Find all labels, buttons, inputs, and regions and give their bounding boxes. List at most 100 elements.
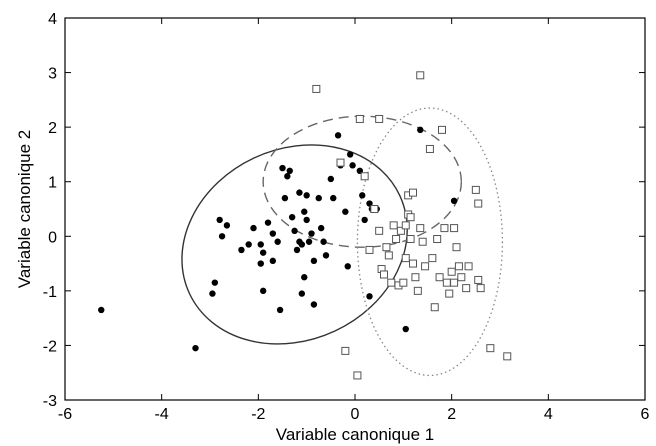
dot-point — [238, 246, 245, 254]
square-point — [450, 224, 459, 233]
dot-point — [330, 194, 337, 202]
square-point — [382, 243, 391, 252]
dot-point — [346, 151, 354, 158]
square-point — [486, 344, 495, 353]
dot-point — [301, 274, 308, 281]
dot-point — [303, 192, 310, 199]
dot-point — [296, 189, 303, 196]
x-tick-label: 4 — [544, 406, 553, 423]
dot-point — [305, 238, 313, 245]
dot-point — [361, 216, 368, 224]
square-point — [336, 158, 345, 167]
dot-point — [291, 227, 298, 235]
square-point — [375, 226, 384, 235]
dot-point — [259, 249, 267, 256]
square-point — [375, 114, 384, 123]
square-point — [416, 224, 425, 233]
square-point — [401, 254, 410, 263]
square-point — [435, 273, 444, 282]
square-point — [454, 262, 463, 271]
dot-point — [366, 293, 373, 300]
ellipse-solid — [181, 144, 408, 345]
dot-point — [315, 194, 322, 202]
dot-point — [349, 162, 356, 169]
square-point — [445, 289, 454, 298]
square-point — [341, 346, 350, 355]
square-point — [447, 267, 456, 276]
square-point — [312, 84, 321, 93]
dot-point — [303, 216, 310, 224]
dot-point — [298, 241, 306, 248]
square-point — [353, 371, 362, 380]
dot-point — [223, 222, 231, 229]
dot-point — [317, 224, 325, 232]
dot-point — [257, 241, 264, 248]
y-tick-label: 1 — [48, 175, 57, 192]
square-point — [409, 188, 417, 197]
dot-point — [288, 213, 296, 221]
dot-point — [334, 132, 342, 139]
ellipse-dotted — [356, 107, 504, 377]
square-point — [457, 273, 466, 282]
x-tick-label: -6 — [58, 406, 72, 423]
axis-ticks: -6 -4 -2 0 2 4 6 -3 -2 -1 0 1 2 3 4 — [43, 11, 650, 423]
dot-point — [257, 260, 264, 267]
dot-point — [284, 173, 291, 180]
square-point — [428, 254, 437, 263]
dot-point — [293, 246, 301, 254]
square-point — [409, 259, 417, 268]
dot-point — [344, 263, 351, 270]
square-point — [421, 262, 430, 271]
y-tick-label: 2 — [48, 120, 57, 137]
dot-point — [281, 194, 289, 202]
square-point — [464, 262, 473, 271]
dot-point — [286, 167, 293, 174]
square-point — [392, 235, 401, 244]
y-tick-label: 4 — [48, 11, 57, 28]
dot-point — [245, 241, 252, 248]
x-tick-label: -4 — [155, 406, 169, 423]
square-point — [355, 114, 364, 123]
square-point — [406, 213, 415, 222]
dot-point — [298, 290, 306, 297]
square-point — [471, 185, 480, 194]
square-point — [476, 284, 485, 293]
square-point — [396, 226, 405, 235]
dot-point — [264, 219, 272, 226]
square-point — [474, 199, 483, 208]
x-tick-label: 0 — [351, 406, 360, 423]
y-tick-label: -2 — [43, 338, 57, 355]
dot-point — [342, 208, 349, 215]
y-axis-title: Variable canonique 2 — [15, 130, 34, 288]
dot-point — [192, 344, 199, 352]
dot-point — [211, 279, 219, 286]
square-point — [380, 270, 388, 279]
dot-point — [450, 197, 458, 205]
dot-point — [310, 301, 318, 308]
y-tick-label: -1 — [43, 284, 57, 301]
dot-point — [269, 257, 277, 265]
dot-point — [308, 230, 315, 237]
square-point — [413, 286, 422, 295]
square-point — [411, 273, 420, 282]
dot-point — [301, 208, 308, 215]
x-tick-label: -2 — [251, 406, 265, 423]
data-points — [98, 71, 512, 380]
dot-point — [310, 257, 318, 265]
dot-point — [279, 164, 286, 172]
dot-point — [320, 238, 327, 245]
dot-point — [327, 175, 335, 183]
dot-point — [322, 252, 330, 259]
dot-point — [417, 126, 424, 134]
dot-point — [98, 306, 105, 314]
dot-point — [276, 306, 284, 314]
dot-point — [209, 290, 216, 297]
square-point — [418, 237, 427, 246]
square-point — [433, 235, 442, 244]
square-point — [462, 284, 471, 293]
square-point — [450, 278, 459, 287]
square-point — [360, 172, 369, 181]
square-point — [384, 251, 393, 260]
square-point — [399, 278, 408, 287]
dot-point — [274, 238, 281, 245]
